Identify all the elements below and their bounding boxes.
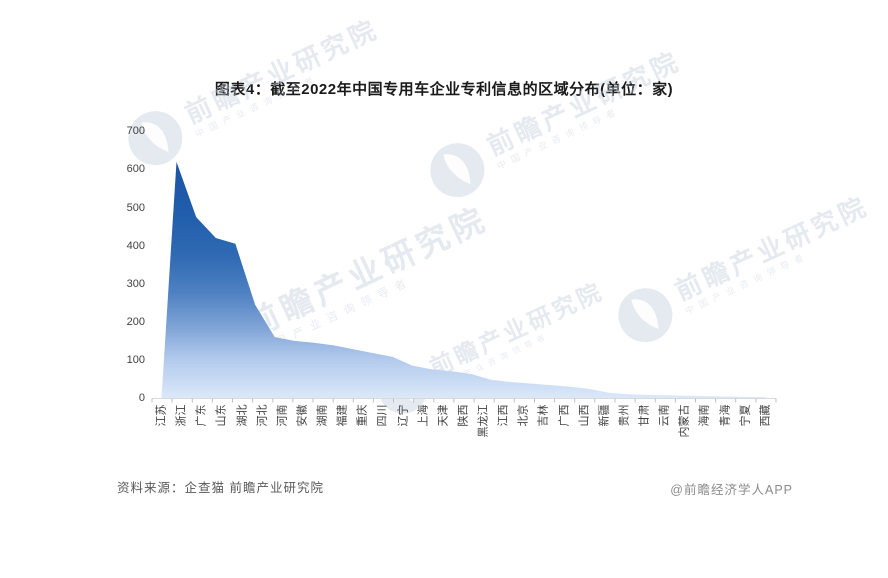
x-axis-tick-label: 新疆: [598, 404, 611, 426]
x-axis-tick-label: 青海: [719, 404, 732, 426]
x-axis-tick-label: 山西: [578, 404, 591, 426]
x-axis-tick-label: 陕西: [457, 404, 470, 426]
y-axis-tick-label: 700: [126, 125, 145, 138]
x-axis-tick-label: 宁夏: [739, 404, 752, 426]
y-axis-tick-label: 300: [126, 277, 145, 290]
x-axis-tick-label: 贵州: [618, 404, 631, 426]
x-axis-tick-label: 山东: [215, 404, 228, 426]
x-axis-tick-label: 天津: [437, 404, 450, 426]
chart-title: 图表4：截至2022年中国专用车企业专利信息的区域分布(单位：家): [214, 81, 674, 98]
y-axis-tick-label: 100: [126, 353, 145, 366]
y-axis-tick-label: 0: [138, 392, 145, 404]
x-axis-tick-label: 广西: [558, 404, 571, 426]
x-axis-tick-label: 海南: [698, 404, 711, 426]
area-series: [161, 161, 766, 398]
x-axis-ticks: [151, 398, 777, 403]
source-note: 资料来源：企查猫 前瞻产业研究院: [117, 481, 324, 495]
x-axis-tick-label: 西藏: [759, 404, 772, 426]
x-axis-tick-label: 辽宁: [397, 404, 410, 426]
y-axis-tick-label: 400: [126, 239, 145, 252]
y-axis-tick-label: 600: [126, 163, 145, 176]
x-axis-tick-label: 黑龙江: [477, 404, 490, 437]
x-axis-tick-label: 内蒙古: [678, 404, 691, 437]
x-axis-tick-label: 江西: [497, 404, 510, 426]
x-axis-tick-label: 河北: [256, 404, 269, 426]
x-axis-tick-label: 湖南: [316, 404, 329, 426]
x-axis-tick-label: 重庆: [356, 404, 369, 426]
x-axis-tick-label: 湖北: [236, 404, 249, 426]
x-axis-tick-label: 江苏: [155, 404, 168, 426]
x-axis-tick-label: 四川: [376, 404, 389, 426]
x-axis-tick-label: 浙江: [175, 404, 188, 426]
x-axis-tick-label: 北京: [517, 404, 530, 426]
x-axis-tick-label: 吉林: [537, 404, 550, 426]
x-axis-tick-label: 上海: [417, 404, 430, 426]
x-axis-tick-label: 云南: [658, 404, 671, 426]
x-axis-tick-label: 甘肃: [638, 404, 651, 426]
x-axis-tick-label: 广东: [195, 404, 208, 426]
x-axis-tick-label: 福建: [336, 404, 349, 426]
y-axis-tick-label: 500: [126, 201, 145, 214]
x-axis-tick-label: 安徽: [296, 404, 309, 426]
x-axis-tick-label: 河南: [276, 404, 289, 426]
y-axis-tick-label: 200: [126, 315, 145, 328]
watermark-credit: @前瞻经济学人APP: [670, 483, 793, 497]
